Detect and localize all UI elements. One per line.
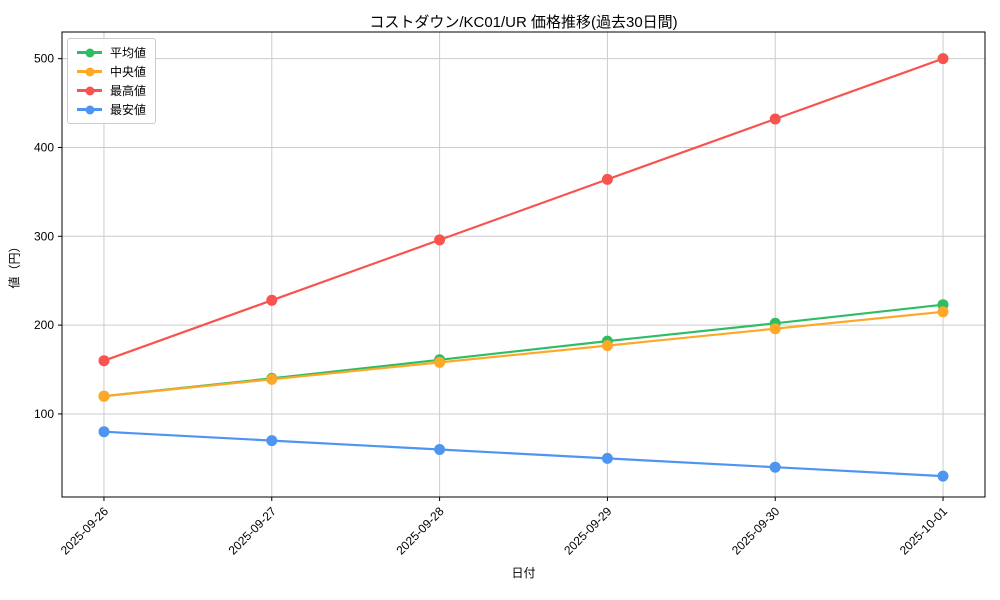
legend-item-mean: 平均値 <box>77 45 146 60</box>
series-point-2 <box>937 53 949 65</box>
x-tick-label: 2025-09-29 <box>561 504 615 558</box>
y-tick-label: 100 <box>34 407 54 421</box>
series-point-1 <box>266 373 278 385</box>
legend-item-median: 中央値 <box>77 64 146 79</box>
series-point-1 <box>769 323 781 335</box>
median-line-marker-icon <box>77 67 102 76</box>
mean-dot-icon <box>85 48 94 57</box>
series-point-3 <box>266 435 278 447</box>
chart-title: コストダウン/KC01/UR 価格推移(過去30日間) <box>369 14 678 31</box>
axes-background <box>62 32 985 497</box>
series-point-3 <box>937 470 949 482</box>
series-point-3 <box>601 452 613 464</box>
series-line-2 <box>103 57 944 362</box>
series-point-1 <box>601 340 613 352</box>
legend-item-max: 最高値 <box>77 83 146 98</box>
x-axis-label: 日付 <box>511 566 536 580</box>
x-tick-label: 2025-09-27 <box>226 504 280 558</box>
max-line-marker-icon <box>77 86 102 95</box>
legend-label-min: 最安値 <box>110 103 147 117</box>
series-line-1 <box>103 310 944 398</box>
series-point-3 <box>434 444 446 455</box>
x-tick-label: 2025-09-26 <box>58 504 112 558</box>
x-tick-label: 2025-10-01 <box>897 504 951 558</box>
series-point-2 <box>601 173 613 185</box>
max-dot-icon <box>85 86 94 95</box>
series-point-3 <box>769 461 781 473</box>
series-point-2 <box>434 234 446 246</box>
y-tick-label: 400 <box>34 140 54 154</box>
legend-item-min: 最安値 <box>77 102 146 117</box>
x-tick-label: 2025-09-30 <box>729 504 783 558</box>
series-point-1 <box>98 390 110 402</box>
min-line-marker-icon <box>77 105 102 114</box>
legend-label-median: 中央値 <box>110 65 147 79</box>
series-point-2 <box>98 355 110 367</box>
y-tick-label: 300 <box>34 229 54 243</box>
series-point-3 <box>98 426 110 438</box>
min-dot-icon <box>85 105 94 114</box>
legend-label-max: 最高値 <box>110 84 147 98</box>
series-line-3 <box>103 430 944 478</box>
x-tick-label: 2025-09-28 <box>393 504 447 558</box>
mean-line-marker-icon <box>77 48 102 57</box>
y-tick-label: 200 <box>34 318 54 332</box>
series-point-2 <box>266 294 278 306</box>
y-tick-label: 500 <box>34 52 54 66</box>
legend: 平均値 中央値 最高値 最安値 <box>67 38 157 124</box>
plot-border <box>61 31 986 498</box>
median-dot-icon <box>85 67 94 76</box>
series-point-2 <box>769 113 781 125</box>
series-point-1 <box>434 356 446 368</box>
legend-label-mean: 平均値 <box>110 46 147 60</box>
series-point-1 <box>937 306 949 318</box>
